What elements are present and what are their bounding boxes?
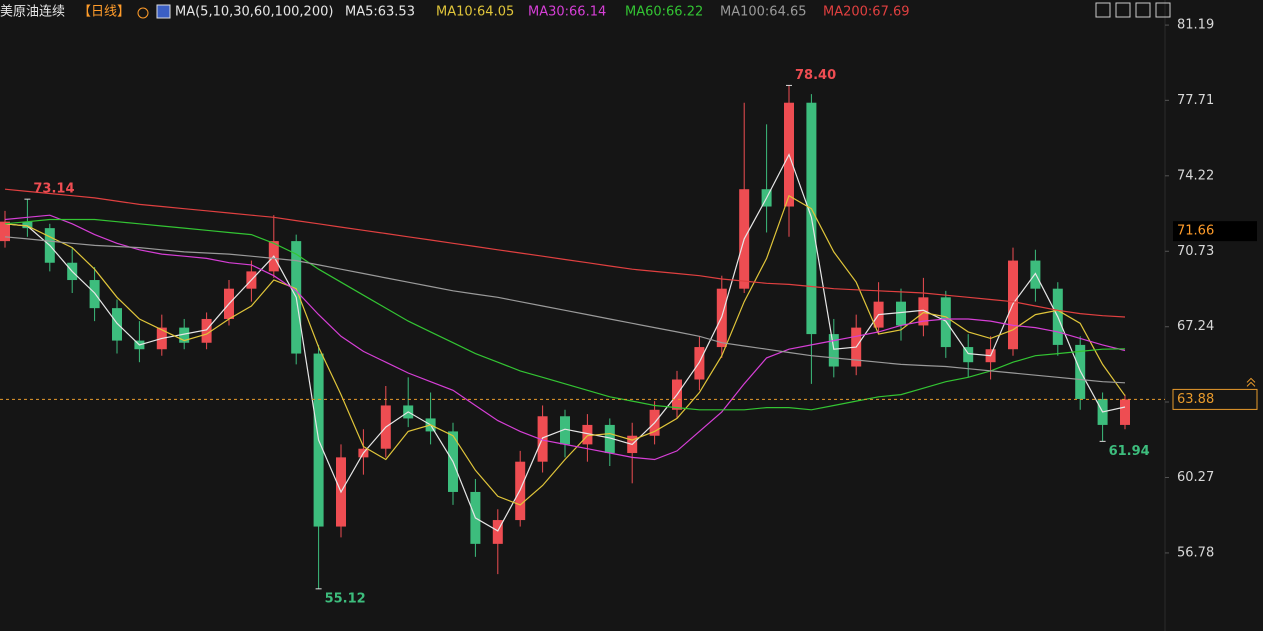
legend-entry: MA100:64.65 [720, 5, 807, 20]
legend-entry: MA60:66.22 [625, 5, 703, 20]
candle-body [179, 327, 190, 343]
legend-entry: MA200:67.69 [823, 5, 910, 20]
ma-title: MA(5,10,30,60,100,200) [175, 5, 333, 20]
tool-icon[interactable] [1115, 2, 1131, 18]
candle-body [828, 334, 839, 367]
candle-body [896, 301, 906, 326]
cursor-price-label: 71.66 [1177, 224, 1214, 239]
candle-body [694, 347, 705, 380]
y-tick-label: 60.27 [1177, 470, 1214, 485]
legend-entry: MA30:66.14 [528, 5, 606, 20]
ma-line [4, 236, 1126, 384]
ma-icon[interactable] [156, 4, 171, 19]
legend-entry: MA5:63.53 [345, 5, 415, 20]
candle-body [560, 416, 570, 445]
tool-icon[interactable] [1095, 2, 1111, 18]
last-price-label: 63.88 [1177, 392, 1214, 407]
ma-line [4, 153, 1126, 532]
y-tick-label: 81.19 [1177, 18, 1214, 33]
last-price-box [1172, 388, 1258, 410]
cursor-price-box [1173, 221, 1257, 242]
candle-body [963, 347, 974, 363]
candle-body [604, 424, 615, 454]
chart-title: 美原油连续 [0, 4, 65, 20]
annotation: 55.12 [325, 591, 366, 606]
last-price-arrow [1246, 377, 1256, 387]
candle-body [201, 318, 212, 343]
ma-line [4, 214, 1126, 461]
candle-body [112, 308, 122, 341]
tool-icon[interactable] [1135, 2, 1151, 18]
y-tick-label: 70.73 [1177, 244, 1214, 259]
candle-body [940, 297, 951, 348]
candle-body [582, 424, 593, 445]
ma-line [4, 218, 1126, 411]
toolbar [1095, 2, 1171, 18]
tool-icon[interactable] [1155, 2, 1171, 18]
annotation: 61.94 [1109, 444, 1150, 459]
y-tick-label: 74.22 [1177, 168, 1214, 183]
settings-icon[interactable] [137, 7, 149, 19]
legend-entry: MA10:64.05 [436, 5, 514, 20]
candle-body [22, 221, 33, 229]
y-tick-label: 56.78 [1177, 545, 1214, 560]
y-tick-label: 67.24 [1177, 319, 1214, 334]
period: 【日线】 [78, 5, 130, 20]
candle-body [89, 280, 100, 309]
candle-body [492, 520, 503, 544]
ma-line [4, 188, 1126, 318]
ma-line [4, 194, 1126, 506]
annotation: 73.14 [33, 182, 74, 197]
candle-body [918, 297, 929, 326]
annotation: 78.40 [795, 68, 836, 83]
candle-body [0, 221, 10, 242]
candle-body [1120, 399, 1130, 425]
y-tick-label: 77.71 [1177, 93, 1214, 108]
